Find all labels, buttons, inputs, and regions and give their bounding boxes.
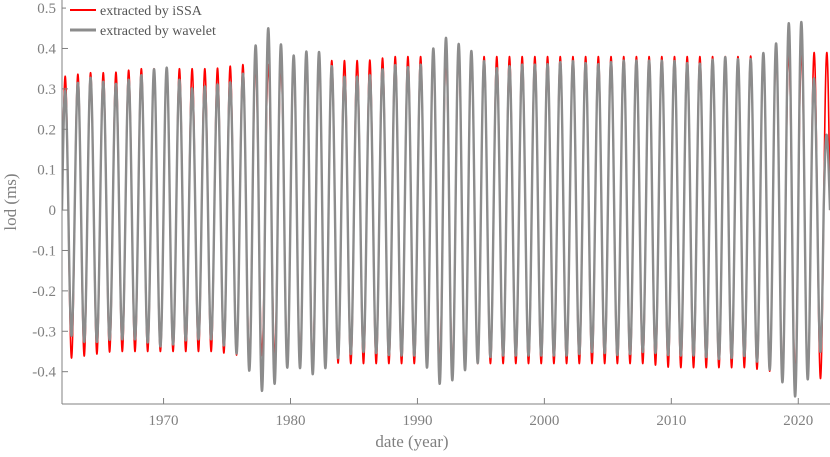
y-tick-label: 0.5 (37, 1, 56, 17)
legend-label-issa: extracted by iSSA (100, 4, 203, 19)
y-tick-label: 0.4 (37, 41, 56, 57)
x-tick-label: 2000 (529, 413, 559, 429)
x-tick-label: 1970 (149, 413, 179, 429)
x-tick-label: 1980 (275, 413, 305, 429)
y-axis-title: lod (ms) (1, 173, 20, 230)
x-tick-label: 1990 (402, 413, 432, 429)
y-tick-label: -0.2 (32, 284, 56, 300)
y-tick-label: 0.1 (37, 163, 56, 179)
axes (61, 0, 830, 405)
series-layer (62, 20, 830, 398)
ticks: 1970 1980 1990 2000 2010 2020 -0.4 -0.3 -0.2 -0.1… (32, 1, 813, 429)
y-tick-label: -0.4 (32, 365, 56, 381)
legend-label-wavelet: extracted by wavelet (100, 24, 216, 39)
y-tick-label: 0 (49, 203, 57, 219)
y-tick-label: -0.1 (32, 243, 56, 259)
x-tick-label: 2020 (783, 413, 813, 429)
legend: extracted by iSSA extracted by wavelet (66, 1, 254, 41)
y-tick-label: 0.2 (37, 122, 56, 138)
y-tick-label: 0.3 (37, 82, 56, 98)
series-line-wavelet (62, 20, 830, 398)
x-tick-label: 2010 (656, 413, 686, 429)
x-axis-title: date (year) (375, 432, 448, 451)
legend-background (66, 1, 254, 41)
y-tick-label: -0.3 (32, 324, 56, 340)
